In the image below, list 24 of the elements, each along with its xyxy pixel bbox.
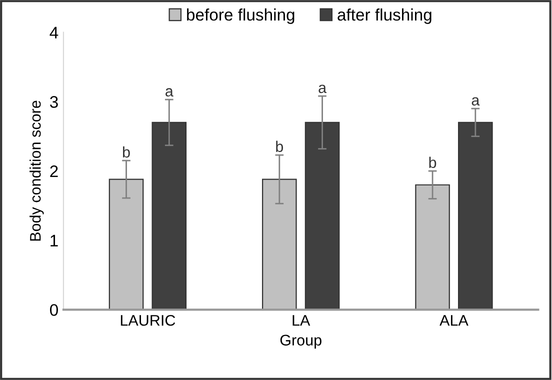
y-axis-title: Body condition score xyxy=(30,100,44,241)
annotation: b xyxy=(429,156,436,168)
bar xyxy=(262,178,297,310)
x-tick-label: LAURIC xyxy=(120,314,176,326)
bar xyxy=(152,122,187,310)
annotation: a xyxy=(472,97,480,106)
y-tick-label: 3 xyxy=(50,96,58,108)
annotation: b xyxy=(123,146,130,158)
bar xyxy=(108,178,144,310)
x-tick-label: LA xyxy=(292,315,310,326)
y-tick-label: 2 xyxy=(50,165,58,178)
x-axis-title: Group xyxy=(280,334,322,349)
annotation: b xyxy=(276,140,284,152)
bar xyxy=(458,122,493,310)
annotation: a xyxy=(166,88,174,97)
bar xyxy=(415,184,450,310)
y-tick-label: 4 xyxy=(50,26,58,38)
y-tick-label: 1 xyxy=(50,234,58,246)
y-tick-label: 0 xyxy=(50,304,58,316)
legend-label: after flushing xyxy=(338,8,432,24)
bar xyxy=(304,122,340,310)
legend-label: before flushing xyxy=(187,8,294,24)
annotation: a xyxy=(318,84,327,94)
x-tick-label: ALA xyxy=(440,315,468,326)
